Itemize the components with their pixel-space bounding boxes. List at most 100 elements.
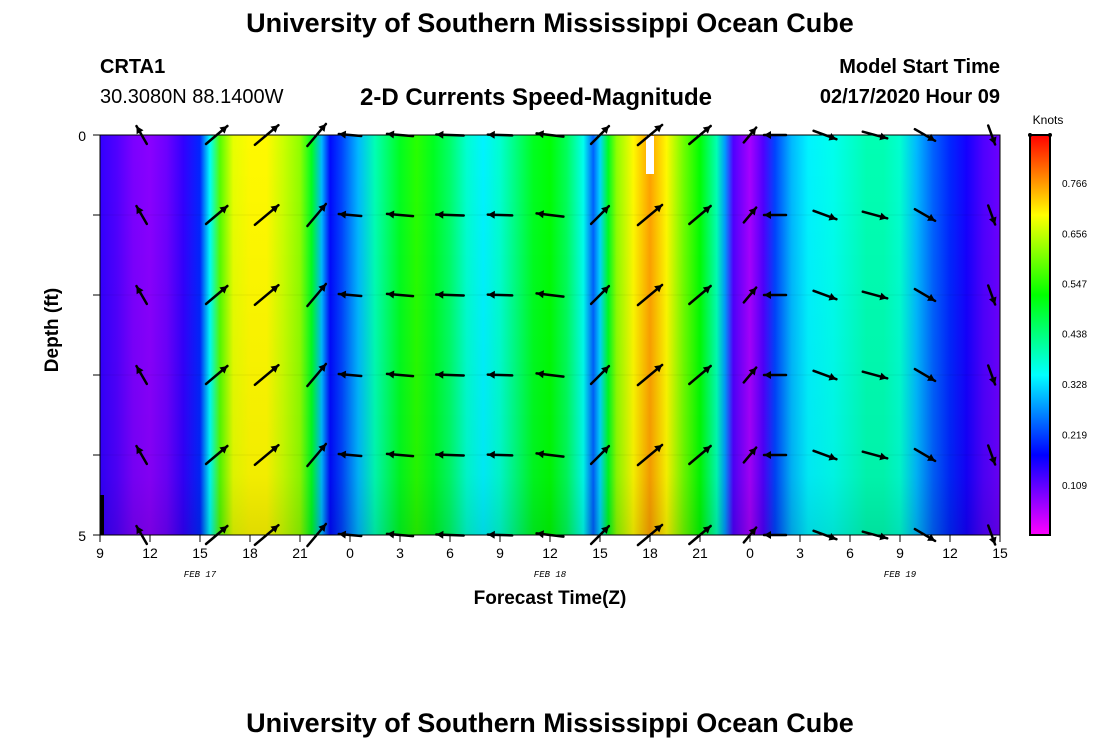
y-tick-label: 5 [78, 528, 86, 544]
current-arrow [306, 362, 328, 388]
x-tick-label: 9 [496, 545, 504, 561]
current-arrow [204, 444, 229, 466]
x-tick-label: 0 [346, 545, 354, 561]
colorbar-tick-label: 0.438 [1062, 330, 1087, 341]
current-arrow [688, 444, 712, 466]
current-arrow [486, 290, 514, 299]
current-arrow [337, 370, 363, 379]
chart-title: 2-D Currents Speed-Magnitude [360, 84, 713, 111]
x-tick-label: 0 [746, 545, 754, 561]
current-arrow [486, 210, 514, 219]
y-axis-label: Depth (ft) [42, 288, 63, 372]
current-arrow [135, 444, 149, 466]
colorbar-legend: Knots 0.766 0.656 0.547 0.438 0.328 0.219 0.10… [1028, 113, 1087, 536]
current-arrow [435, 210, 465, 219]
current-arrow [589, 364, 611, 386]
colorbar-ticks: 0.766 0.656 0.547 0.438 0.328 0.219 0.109 [1062, 179, 1087, 492]
current-arrow [636, 443, 664, 467]
current-arrow [435, 370, 465, 379]
current-arrow [337, 210, 363, 219]
current-arrow [986, 284, 997, 306]
x-axis-label: Forecast Time(Z) [474, 588, 627, 609]
current-arrow [742, 206, 758, 224]
x-tick-label: 3 [396, 545, 404, 561]
current-arrow [589, 284, 611, 306]
x-tick-label: 12 [942, 545, 958, 561]
current-arrow [435, 450, 465, 459]
current-arrow [385, 290, 415, 299]
current-arrow [636, 203, 664, 227]
x-tick-label: 18 [642, 545, 658, 561]
x-tick-label: 15 [592, 545, 608, 561]
x-tick-label: 3 [796, 545, 804, 561]
x-tick-label: 15 [192, 545, 208, 561]
current-arrow [812, 209, 838, 221]
current-arrow [762, 371, 788, 379]
page-title: University of Southern Mississippi Ocean… [246, 8, 854, 38]
current-arrow [861, 370, 889, 381]
colorbar-cap-top [1028, 133, 1032, 137]
depth-shading [100, 135, 1000, 535]
current-arrow [762, 211, 788, 219]
current-arrow [762, 291, 788, 299]
current-arrow [861, 210, 889, 221]
current-arrow [204, 284, 229, 306]
x-date-label: FEB 18 [534, 570, 567, 580]
current-arrow [135, 204, 149, 226]
current-arrow [688, 204, 712, 226]
current-arrow [589, 204, 611, 226]
x-tick-label: 6 [446, 545, 454, 561]
colorbar-title: Knots [1033, 113, 1064, 127]
current-arrow [385, 210, 415, 219]
x-tick-label: 12 [542, 545, 558, 561]
model-start-label: Model Start Time [839, 56, 1000, 78]
current-arrow [913, 207, 937, 223]
current-arrow [385, 370, 415, 379]
footer-title: University of Southern Mississippi Ocean… [246, 708, 854, 738]
colorbar-tick-label: 0.328 [1062, 380, 1087, 391]
x-tick-label: 12 [142, 545, 158, 561]
current-arrow [253, 363, 280, 387]
current-arrow [253, 283, 280, 307]
current-arrow [135, 284, 149, 306]
current-arrow [812, 369, 838, 381]
current-arrow [535, 210, 565, 219]
current-arrow [986, 444, 997, 466]
colorbar-tick-label: 0.109 [1062, 481, 1087, 492]
current-arrow [435, 290, 465, 299]
current-arrow [861, 450, 889, 461]
current-arrow [688, 284, 712, 306]
colorbar-gradient [1029, 134, 1051, 536]
x-date-label: FEB 19 [884, 570, 917, 580]
x-tick-label: 18 [242, 545, 258, 561]
current-arrow [812, 449, 838, 461]
current-arrow [589, 444, 611, 466]
current-arrow [253, 443, 280, 467]
current-arrow [913, 447, 937, 463]
x-tick-label: 15 [992, 545, 1008, 561]
current-arrow [204, 204, 229, 226]
current-arrow [913, 367, 937, 383]
current-arrow [812, 289, 838, 301]
current-arrow [337, 450, 363, 459]
current-arrow [306, 442, 328, 468]
current-arrow [535, 290, 565, 299]
current-arrow [337, 290, 363, 299]
current-arrow [306, 202, 328, 228]
current-arrow [986, 204, 997, 226]
current-arrow [535, 450, 565, 459]
bottom-marker [100, 495, 104, 535]
x-axis-ticks: 9 12 15 18 21 0 3 6 9 12 15 18 21 0 3 6 9 12 15 [96, 535, 1008, 561]
current-arrow [913, 287, 937, 303]
x-tick-label: 9 [896, 545, 904, 561]
current-arrow [986, 364, 997, 386]
current-arrow [861, 290, 889, 301]
current-arrow [306, 282, 328, 308]
current-arrow [135, 364, 149, 386]
y-tick-label: 0 [78, 128, 86, 144]
station-coordinates: 30.3080N 88.1400W [100, 86, 284, 108]
x-axis-date-labels: FEB 17 FEB 18 FEB 19 [184, 570, 917, 580]
current-arrow [535, 370, 565, 379]
current-arrow [762, 451, 788, 459]
